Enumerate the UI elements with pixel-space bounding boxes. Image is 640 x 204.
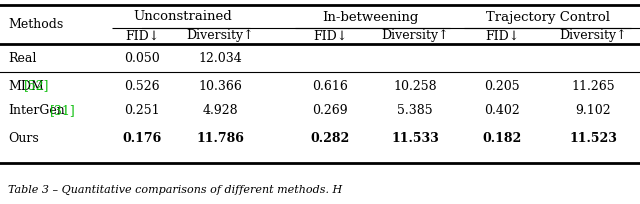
Text: 0.205: 0.205: [484, 80, 520, 92]
Text: 11.523: 11.523: [569, 132, 617, 144]
Text: 11.265: 11.265: [571, 80, 615, 92]
Text: Diversity↑: Diversity↑: [186, 30, 254, 42]
Text: 0.282: 0.282: [310, 132, 349, 144]
Text: MDM: MDM: [8, 80, 44, 92]
Text: Trajectory Control: Trajectory Control: [486, 10, 610, 23]
Text: [52]: [52]: [24, 80, 49, 92]
Text: Diversity↑: Diversity↑: [559, 30, 627, 42]
Text: 11.533: 11.533: [391, 132, 439, 144]
Text: In-betweening: In-betweening: [322, 10, 418, 23]
Text: Ours: Ours: [8, 132, 39, 144]
Text: InterGen: InterGen: [8, 104, 65, 118]
Text: 10.366: 10.366: [198, 80, 242, 92]
Text: Methods: Methods: [8, 18, 63, 31]
Text: Diversity↑: Diversity↑: [381, 30, 449, 42]
Text: 5.385: 5.385: [397, 104, 433, 118]
Text: 0.526: 0.526: [124, 80, 160, 92]
Text: FID↓: FID↓: [485, 30, 519, 42]
Text: Table 3 – Quantitative comparisons of different methods. H: Table 3 – Quantitative comparisons of di…: [8, 185, 342, 195]
Text: 12.034: 12.034: [198, 51, 242, 64]
Text: 0.182: 0.182: [483, 132, 522, 144]
Text: Unconstrained: Unconstrained: [134, 10, 232, 23]
Text: Real: Real: [8, 51, 36, 64]
Text: [31]: [31]: [50, 104, 76, 118]
Text: 0.269: 0.269: [312, 104, 348, 118]
Text: 4.928: 4.928: [202, 104, 238, 118]
Text: 10.258: 10.258: [393, 80, 437, 92]
Text: FID↓: FID↓: [313, 30, 347, 42]
Text: FID↓: FID↓: [125, 30, 159, 42]
Text: 0.176: 0.176: [122, 132, 162, 144]
Text: 9.102: 9.102: [575, 104, 611, 118]
Text: 11.786: 11.786: [196, 132, 244, 144]
Text: 0.050: 0.050: [124, 51, 160, 64]
Text: 0.402: 0.402: [484, 104, 520, 118]
Text: 0.616: 0.616: [312, 80, 348, 92]
Text: 0.251: 0.251: [124, 104, 160, 118]
